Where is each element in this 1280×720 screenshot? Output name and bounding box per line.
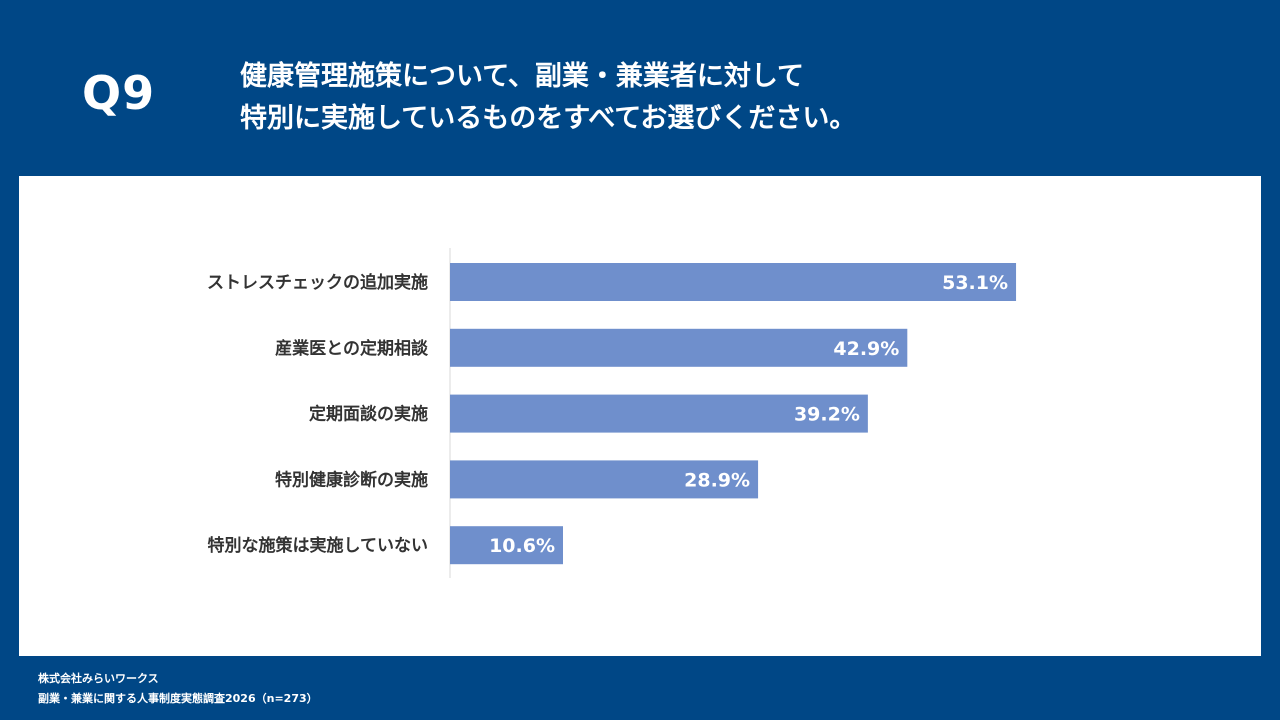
bar — [450, 394, 868, 433]
footer: 株式会社みらいワークス 副業・兼業に関する人事制度実態調査2026（n=273） — [38, 669, 318, 709]
bar — [450, 328, 908, 367]
question-title-line-2: 特別に実施しているものをすべてお選びください。 — [240, 103, 857, 134]
chart-panel: ストレスチェックの追加実施 53.1% 産業医との定期相談 42.9% 定期面談の実施 3… — [19, 176, 1261, 656]
question-title: 健康管理施策について、副業・兼業者に対して 特別に実施しているものをすべてお選び… — [240, 56, 856, 140]
category-label: 定期面談の実施 — [309, 404, 428, 425]
bar — [450, 263, 1017, 301]
data-label: 28.9% — [684, 469, 750, 491]
footer-company: 株式会社みらいワークス — [38, 672, 159, 685]
data-label: 53.1% — [942, 272, 1008, 294]
question-number: Q9 — [82, 66, 156, 120]
bar — [450, 526, 563, 565]
bar-chart: ストレスチェックの追加実施 53.1% 産業医との定期相談 42.9% 定期面談の実施 3… — [207, 248, 1017, 578]
category-label: 特別な施策は実施していない — [208, 535, 429, 556]
question-title-line-1: 健康管理施策について、副業・兼業者に対して — [240, 61, 805, 92]
category-label: 特別健康診断の実施 — [275, 469, 428, 490]
data-label: 39.2% — [794, 404, 860, 426]
data-label: 42.9% — [833, 338, 899, 360]
data-label: 10.6% — [489, 535, 555, 557]
footer-survey: 副業・兼業に関する人事制度実態調査2026（n=273） — [38, 692, 318, 705]
category-label: ストレスチェックの追加実施 — [207, 272, 428, 293]
category-label: 産業医との定期相談 — [275, 338, 429, 359]
bar — [450, 460, 759, 499]
